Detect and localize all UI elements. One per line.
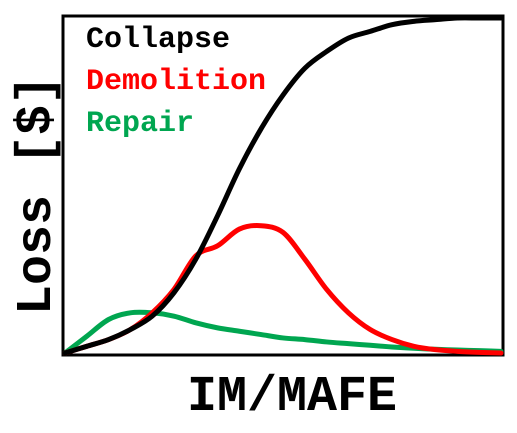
x-axis-label: IM/MAFE bbox=[187, 369, 397, 426]
series-layer bbox=[62, 15, 504, 356]
legend-label-demolition: Demolition bbox=[86, 65, 266, 99]
plot-area-frame bbox=[61, 14, 505, 357]
y-axis-label: Loss [$] bbox=[9, 75, 66, 315]
legend-label-collapse: Collapse bbox=[86, 23, 230, 57]
legend-label-repair: Repair bbox=[86, 107, 194, 141]
series-line-collapse bbox=[62, 15, 504, 356]
legend: Collapse Demolition Repair bbox=[86, 23, 266, 141]
